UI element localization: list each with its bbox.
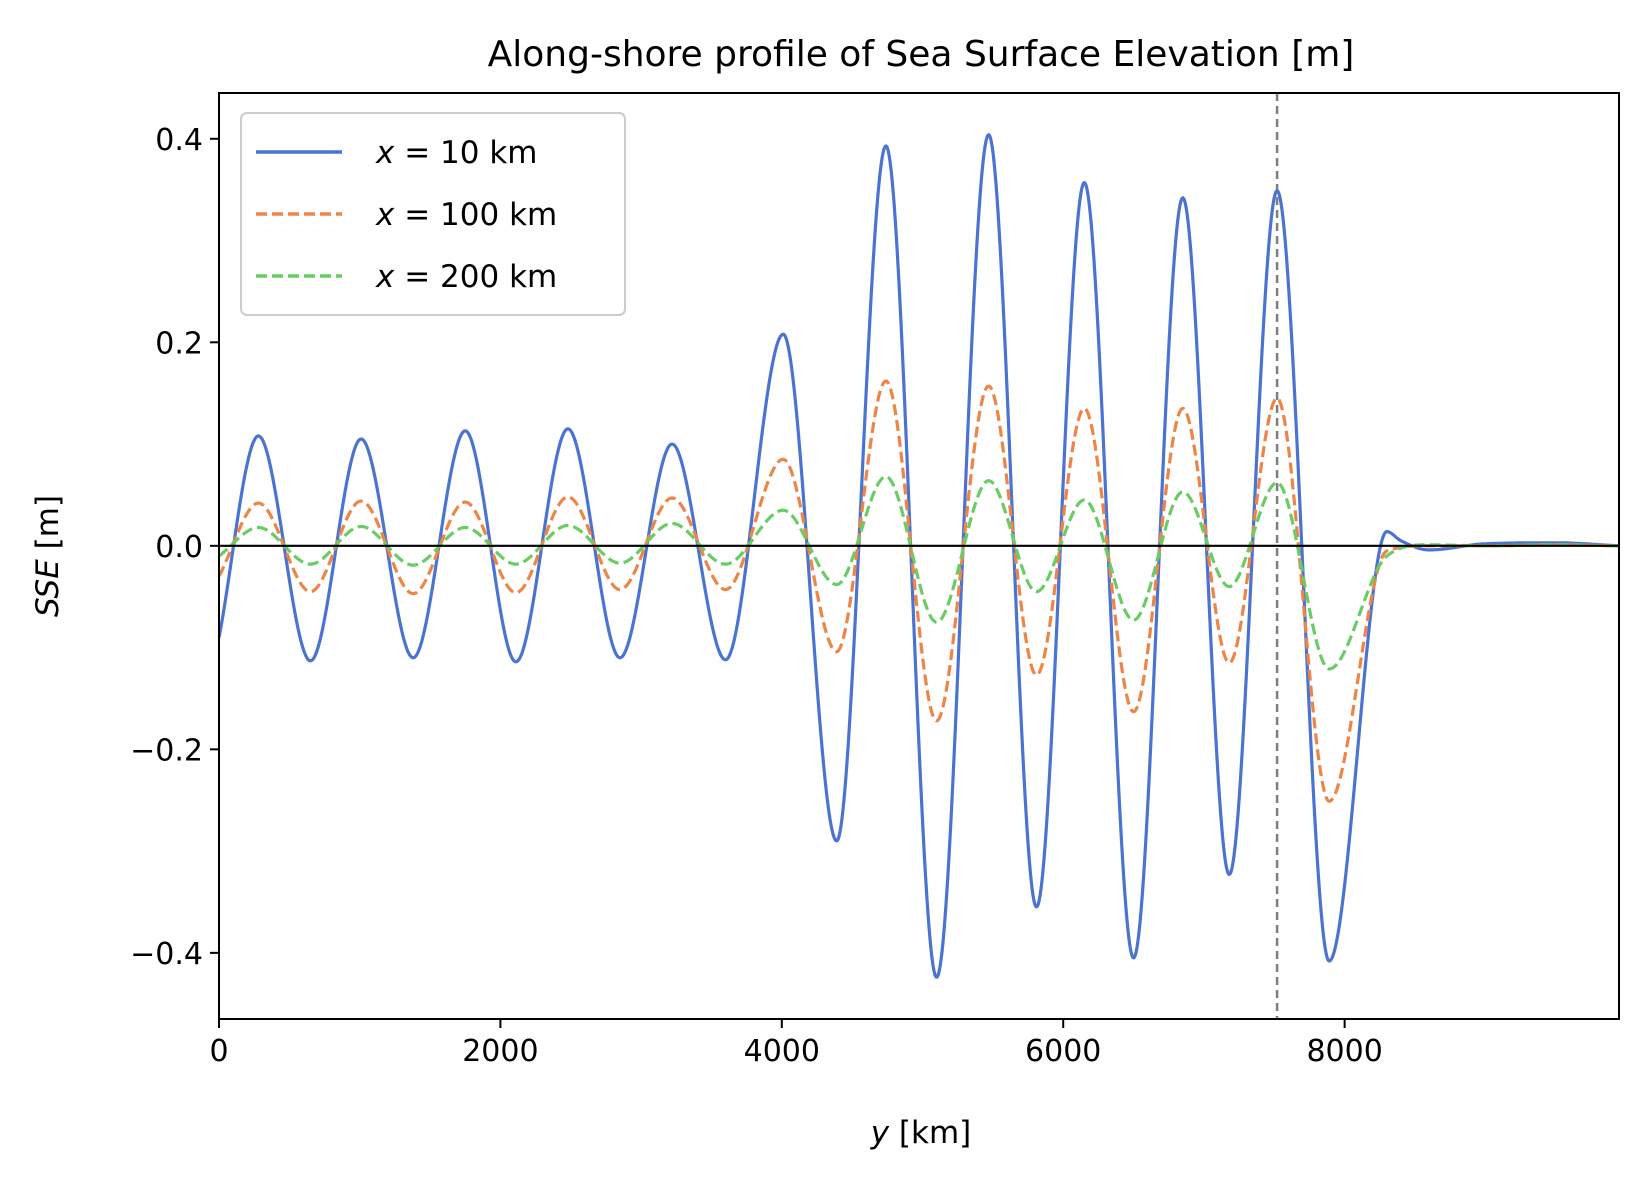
legend-label-var: x	[375, 259, 395, 295]
x-tick-label: 2000	[462, 1034, 538, 1069]
x-axis-label-unit: [km]	[889, 1115, 971, 1151]
y-tick-label: −0.2	[130, 733, 203, 768]
y-tick-label: 0.0	[155, 530, 203, 565]
chart-title: Along-shore profile of Sea Surface Eleva…	[488, 34, 1355, 75]
y-tick-label: 0.4	[155, 123, 203, 158]
x-axis-label-var: y	[870, 1115, 890, 1151]
y-axis: −0.4 −0.2 0.0 0.2 0.4	[130, 123, 219, 972]
legend-label-text: = 200 km	[394, 259, 557, 295]
y-axis-label: SSE [m]	[30, 495, 66, 617]
x-tick-label: 4000	[744, 1034, 820, 1069]
x-tick-label: 6000	[1025, 1034, 1101, 1069]
legend-label-3: x = 200 km	[375, 259, 557, 295]
legend-box	[240, 112, 626, 316]
legend-label-2: x = 100 km	[375, 197, 557, 233]
series-line-1	[219, 133, 1619, 979]
x-tick-label: 0	[209, 1034, 228, 1069]
y-axis-label-unit: [m]	[30, 495, 66, 559]
y-axis-label-var: SSE	[30, 559, 66, 617]
y-tick-label: −0.4	[130, 937, 203, 972]
x-axis-label: y [km]	[870, 1115, 972, 1151]
series-line-2	[219, 379, 1619, 803]
plot-frame	[218, 92, 1620, 1020]
x-axis: 0 2000 4000 6000 8000	[209, 1019, 1383, 1069]
x-tick-label: 8000	[1306, 1034, 1382, 1069]
series-layer	[219, 133, 1619, 979]
legend: x = 10 kmx = 100 kmx = 200 km	[240, 112, 626, 316]
series-line-3	[219, 475, 1619, 671]
legend-label-1: x = 10 km	[375, 135, 538, 171]
legend-label-text: = 100 km	[394, 197, 557, 233]
legend-label-text: = 10 km	[394, 135, 537, 171]
legend-label-var: x	[375, 135, 395, 171]
y-tick-label: 0.2	[155, 326, 203, 361]
legend-label-var: x	[375, 197, 395, 233]
